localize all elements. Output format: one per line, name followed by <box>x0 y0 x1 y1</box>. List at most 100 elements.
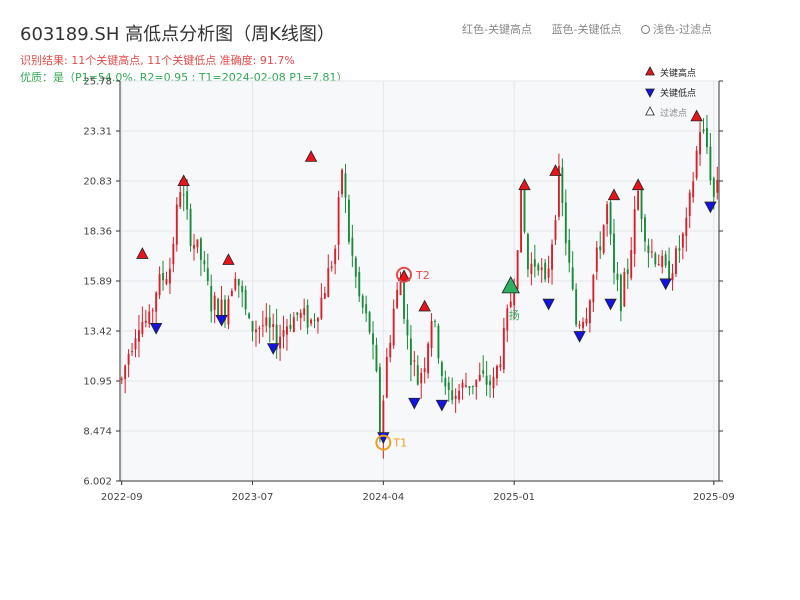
key-high-marker <box>607 188 621 201</box>
candle-body <box>320 297 323 319</box>
key-high-marker <box>549 164 562 176</box>
key-high-marker <box>304 150 318 162</box>
candle-body <box>575 289 578 325</box>
candle-body <box>165 278 168 284</box>
candle-body <box>671 273 674 281</box>
candle-body <box>186 191 189 210</box>
candle-body <box>623 272 626 307</box>
candle-body <box>203 260 206 265</box>
candle-body <box>706 127 708 148</box>
candle-body <box>630 250 633 279</box>
candle-body <box>468 386 471 389</box>
candle-body <box>151 310 154 312</box>
candle-body <box>709 146 712 181</box>
candle-body <box>265 317 268 326</box>
candle-body <box>637 190 640 210</box>
key-high-marker <box>222 253 235 265</box>
candle-body <box>533 259 536 267</box>
candle-body <box>296 312 299 315</box>
candle-body <box>224 299 226 321</box>
candle-body <box>316 317 319 322</box>
candle-body <box>606 204 609 224</box>
candle-body <box>471 385 474 387</box>
candle-body <box>372 333 374 345</box>
candle-body <box>644 217 646 242</box>
candle-body <box>650 251 653 253</box>
legend-high-icon <box>645 66 655 76</box>
candle-body <box>544 262 547 280</box>
legend-low-icon <box>645 88 655 98</box>
candle-body <box>551 244 553 270</box>
candle-body <box>323 293 326 299</box>
candle-body <box>241 285 244 293</box>
candle-body <box>578 324 581 327</box>
candle-body <box>141 321 144 334</box>
candle-body <box>261 325 264 327</box>
candle-body <box>592 275 595 303</box>
candle-body <box>206 268 209 282</box>
t1-label: T1 <box>392 437 407 450</box>
candle-body <box>137 330 140 342</box>
candle-body <box>168 268 171 284</box>
candle-body <box>702 129 705 132</box>
candle-body <box>537 264 540 271</box>
candle-body <box>310 319 313 324</box>
candle-body <box>626 269 629 275</box>
candle-body <box>255 329 257 333</box>
candle-body <box>120 378 123 381</box>
candle-body <box>282 330 285 337</box>
candle-body <box>248 313 251 319</box>
key-low-marker <box>573 331 586 343</box>
candle-body <box>502 327 505 370</box>
candle-body <box>454 395 457 399</box>
candle-body <box>654 253 657 265</box>
candle-body <box>427 343 430 374</box>
candle-body <box>155 292 158 312</box>
candle-body <box>175 204 178 245</box>
candle-body <box>540 267 543 271</box>
candle-body <box>341 169 343 195</box>
candle-body <box>234 278 237 290</box>
candle-body <box>210 285 213 312</box>
x-tick-label: 2025-09 <box>693 492 735 503</box>
candle-body <box>523 188 526 232</box>
candle-body <box>409 338 412 366</box>
candle-body <box>268 317 271 328</box>
y-tick-label: 8.474 <box>83 427 112 438</box>
candle-body <box>344 173 347 198</box>
candle-body <box>416 365 419 385</box>
candle-body <box>127 353 130 365</box>
filtered-point-label: 扬 <box>509 308 520 322</box>
candle-body <box>564 202 567 244</box>
candle-body <box>337 197 340 245</box>
chart-title: 603189.SH 高低点分析图（周K线图） <box>20 24 335 45</box>
candle-body <box>413 360 416 362</box>
key-high-marker <box>518 178 531 191</box>
candle-body <box>530 263 533 275</box>
y-tick-label: 15.89 <box>83 277 112 288</box>
y-tick-label: 23.31 <box>83 127 112 138</box>
top-legend-red: 红色-关键高点 <box>462 23 532 36</box>
key-low-marker <box>149 323 163 335</box>
candle-body <box>451 390 454 401</box>
candle-body <box>334 248 337 265</box>
candle-body <box>389 342 392 358</box>
candle-body <box>179 192 182 207</box>
key-high-marker <box>177 174 190 187</box>
candle-body <box>489 380 492 386</box>
candle-body <box>685 217 688 236</box>
key-low-marker <box>435 399 449 412</box>
x-tick-label: 2024-04 <box>362 492 404 503</box>
candle-body <box>420 372 423 384</box>
candle-body <box>217 298 220 318</box>
hollow-circle-icon <box>640 25 650 34</box>
candle-body <box>509 301 512 308</box>
candle-body <box>465 385 467 387</box>
candle-body <box>478 375 481 381</box>
candle-body <box>182 194 185 196</box>
candle-body <box>330 266 333 268</box>
legend-filtered-label: 过滤点 <box>660 107 687 119</box>
candle-body <box>602 225 605 253</box>
candle-body <box>193 244 195 249</box>
candle-body <box>423 368 426 372</box>
